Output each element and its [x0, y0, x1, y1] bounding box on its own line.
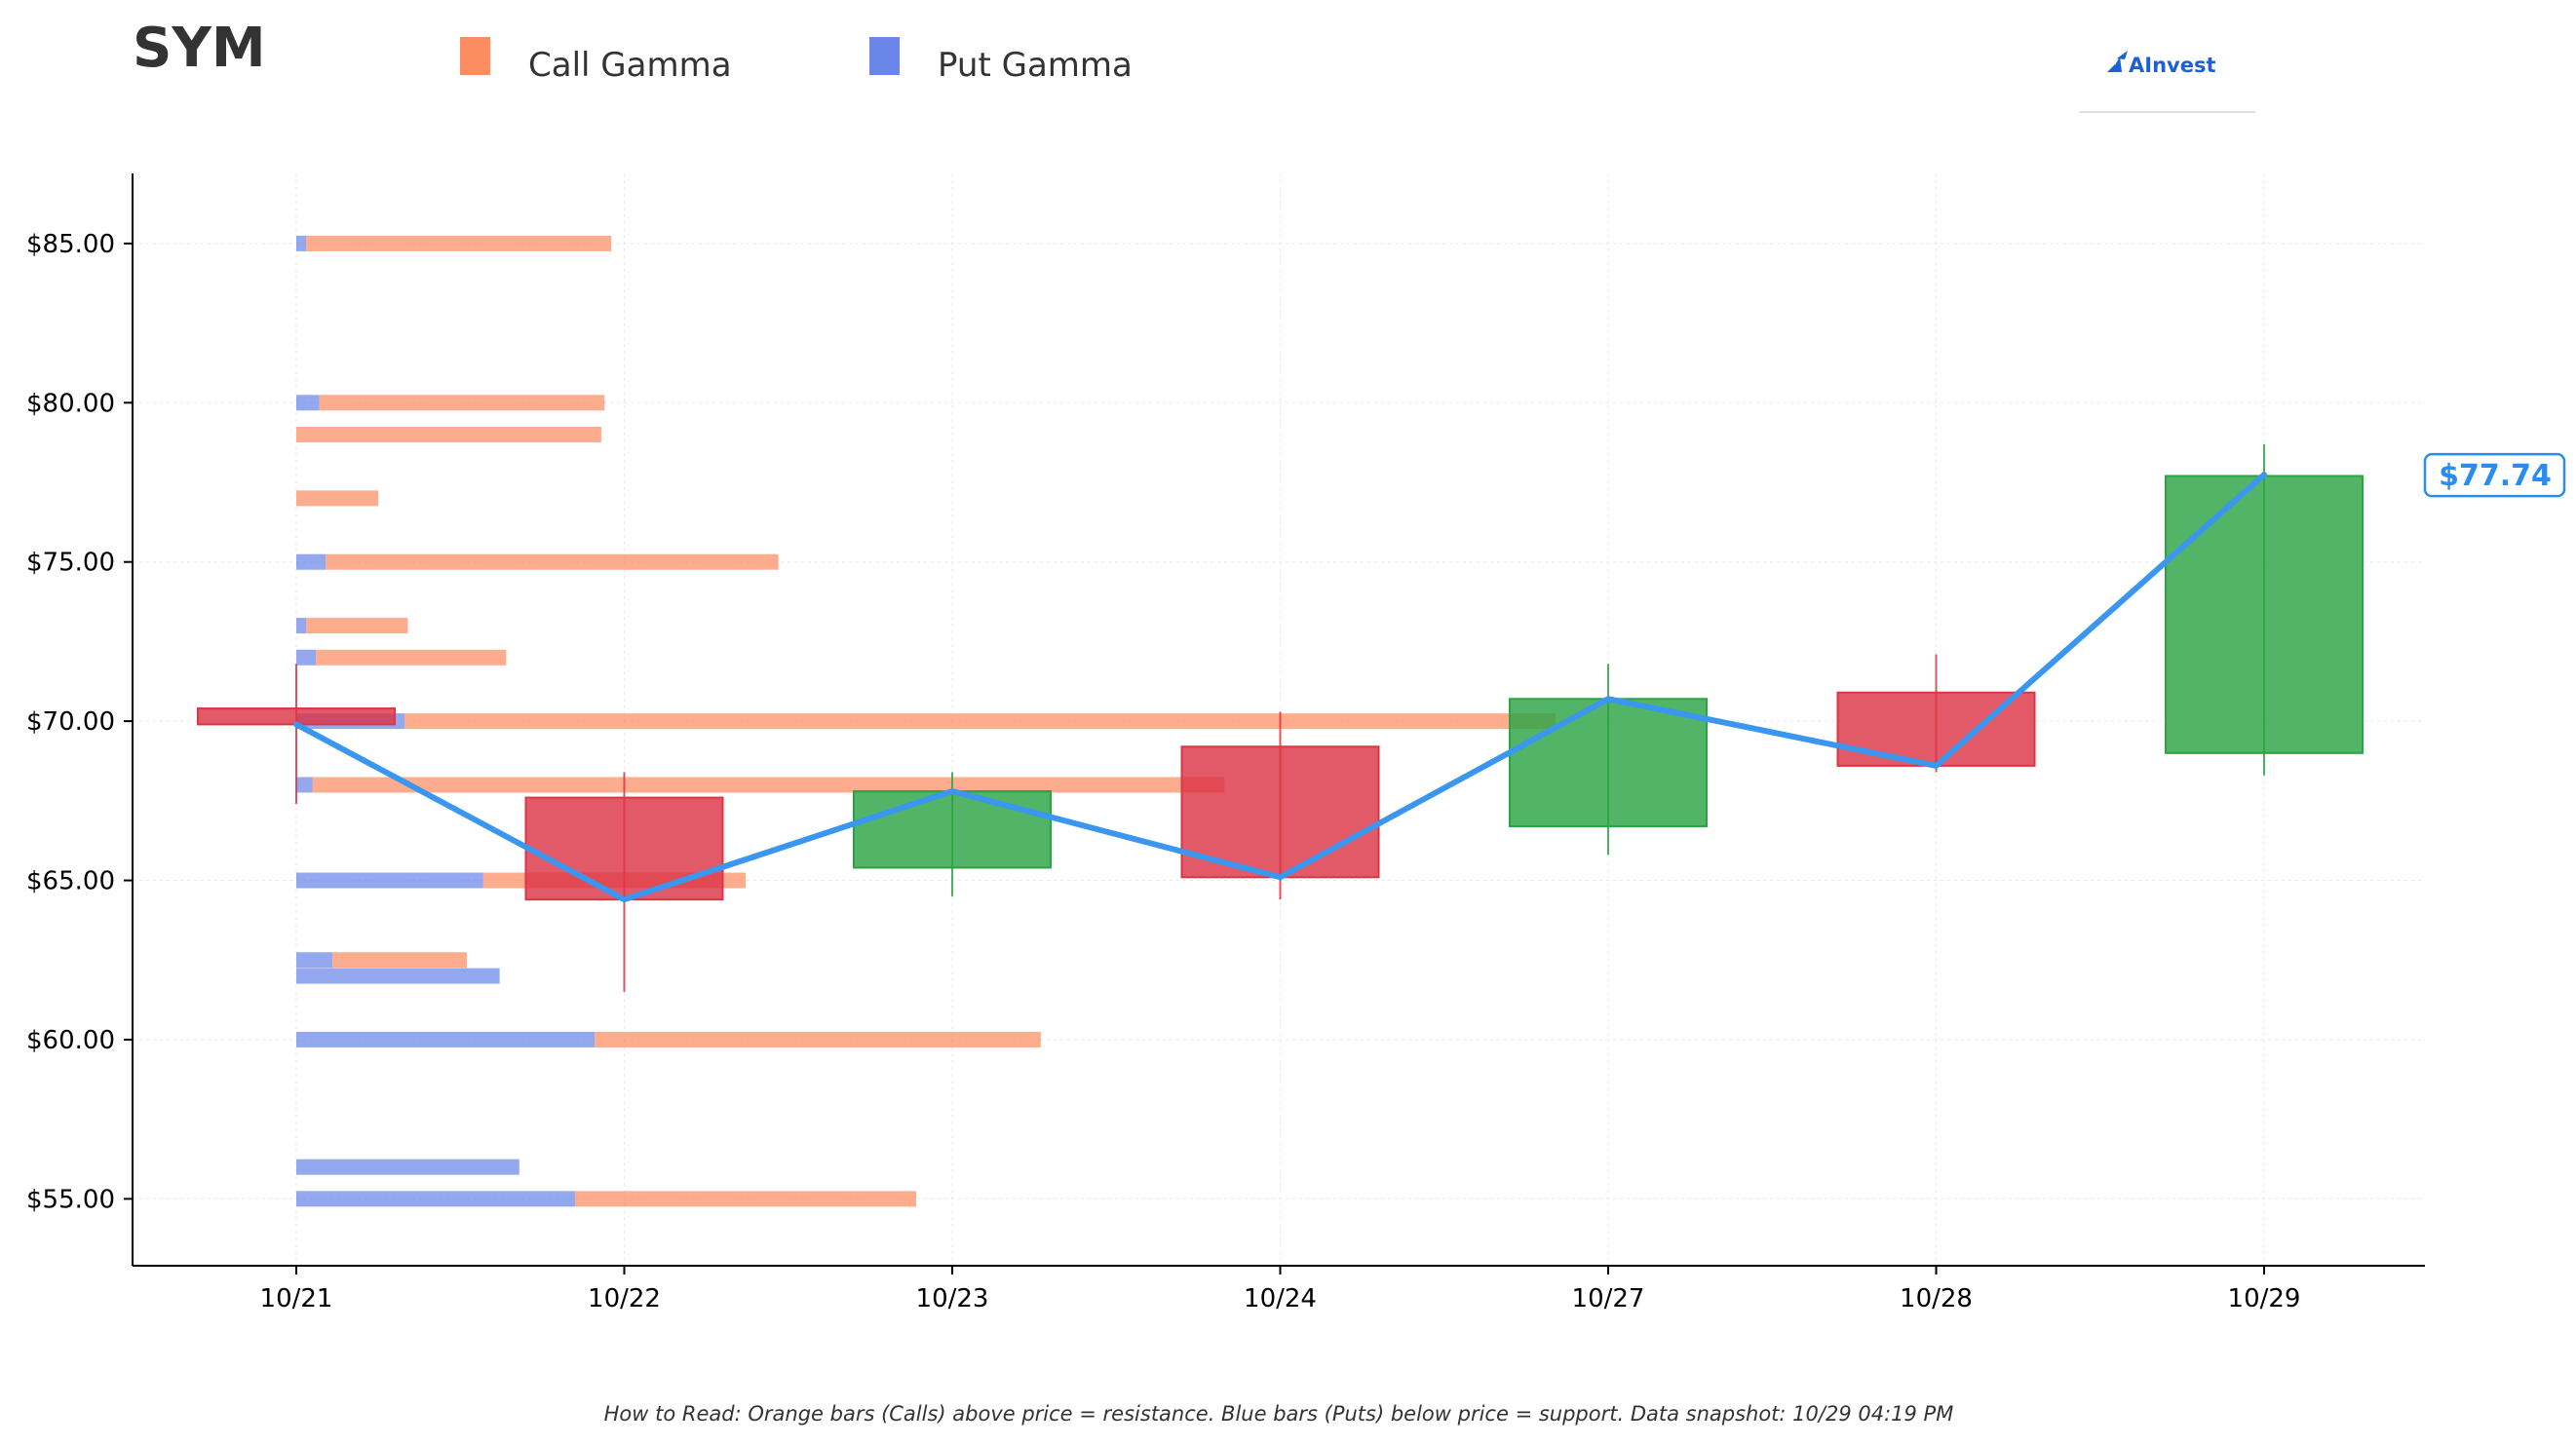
call-gamma-bar: [319, 395, 605, 411]
candle-body: [853, 790, 1052, 869]
x-tick-label: 10/22: [588, 1284, 661, 1313]
put-gamma-bar: [296, 649, 317, 666]
x-tick-label: 10/23: [916, 1284, 989, 1313]
last-price-label: $77.74: [2439, 459, 2552, 493]
put-gamma-bar: [296, 618, 307, 634]
call-gamma-bar: [404, 713, 1557, 730]
call-gamma-bar: [296, 490, 379, 507]
chart-title: SYM: [133, 17, 266, 80]
last-price-tag: $77.74: [2423, 452, 2566, 498]
x-tick-label: 10/29: [2228, 1284, 2301, 1313]
put-gamma-bar: [296, 777, 313, 793]
y-tick-label: $60.00: [26, 1026, 115, 1055]
y-tick-label: $80.00: [26, 389, 115, 418]
ainvest-logo: AInvest: [2079, 51, 2255, 113]
put-gamma-bar: [296, 395, 320, 411]
candle-body: [1180, 745, 1380, 879]
x-tick-label: 10/28: [1900, 1284, 1973, 1313]
call-gamma-bar: [332, 952, 467, 969]
candle-body: [2165, 475, 2364, 754]
call-gamma-bar: [312, 777, 1225, 793]
logo-chart-icon: [2107, 51, 2128, 72]
footnote: How to Read: Orange bars (Calls) above p…: [604, 1402, 1954, 1426]
x-tick-label: 10/27: [1572, 1284, 1645, 1313]
y-tick-label: $65.00: [26, 867, 115, 896]
call-gamma-bar: [296, 426, 601, 442]
gamma-bars: [296, 235, 1557, 1207]
call-gamma-bar: [316, 649, 507, 666]
y-tick-label: $55.00: [26, 1185, 115, 1214]
call-gamma-bar: [326, 553, 779, 570]
last-price-box: [2423, 452, 2566, 498]
y-tick-label: $75.00: [26, 549, 115, 578]
y-tick-label: $85.00: [26, 230, 115, 259]
call-gamma-bar: [306, 618, 408, 634]
put-gamma-bar: [296, 968, 500, 984]
x-tick-label: 10/24: [1244, 1284, 1317, 1313]
put-gamma-bar: [296, 952, 333, 969]
put-gamma-bar: [296, 1191, 576, 1207]
axes: [124, 173, 2425, 1275]
legend-swatch-put: [869, 37, 900, 75]
y-tick-label: $70.00: [26, 707, 115, 737]
put-gamma-bar: [296, 553, 327, 570]
put-gamma-bar: [296, 872, 483, 889]
put-gamma-bar: [296, 1031, 596, 1047]
candle-body: [1509, 698, 1708, 827]
candle-body: [524, 796, 724, 901]
call-gamma-bar: [575, 1191, 916, 1207]
call-gamma-bar: [595, 1031, 1041, 1047]
tick-labels: $55.00 $60.00 $65.00 $70.00 $75.00 $80.00 $85.…: [26, 230, 2300, 1313]
put-gamma-bar: [296, 1159, 519, 1175]
legend-swatch-call: [460, 37, 490, 75]
close-price-line: [293, 472, 2267, 903]
legend-label-call: Call Gamma: [528, 46, 732, 85]
put-gamma-bar: [296, 235, 307, 251]
call-gamma-bar: [306, 235, 612, 251]
x-tick-label: 10/21: [260, 1284, 333, 1313]
close-price-polyline: [293, 472, 2267, 903]
logo-wordmark: AInvest: [2129, 54, 2216, 77]
legend-label-put: Put Gamma: [938, 46, 1133, 85]
